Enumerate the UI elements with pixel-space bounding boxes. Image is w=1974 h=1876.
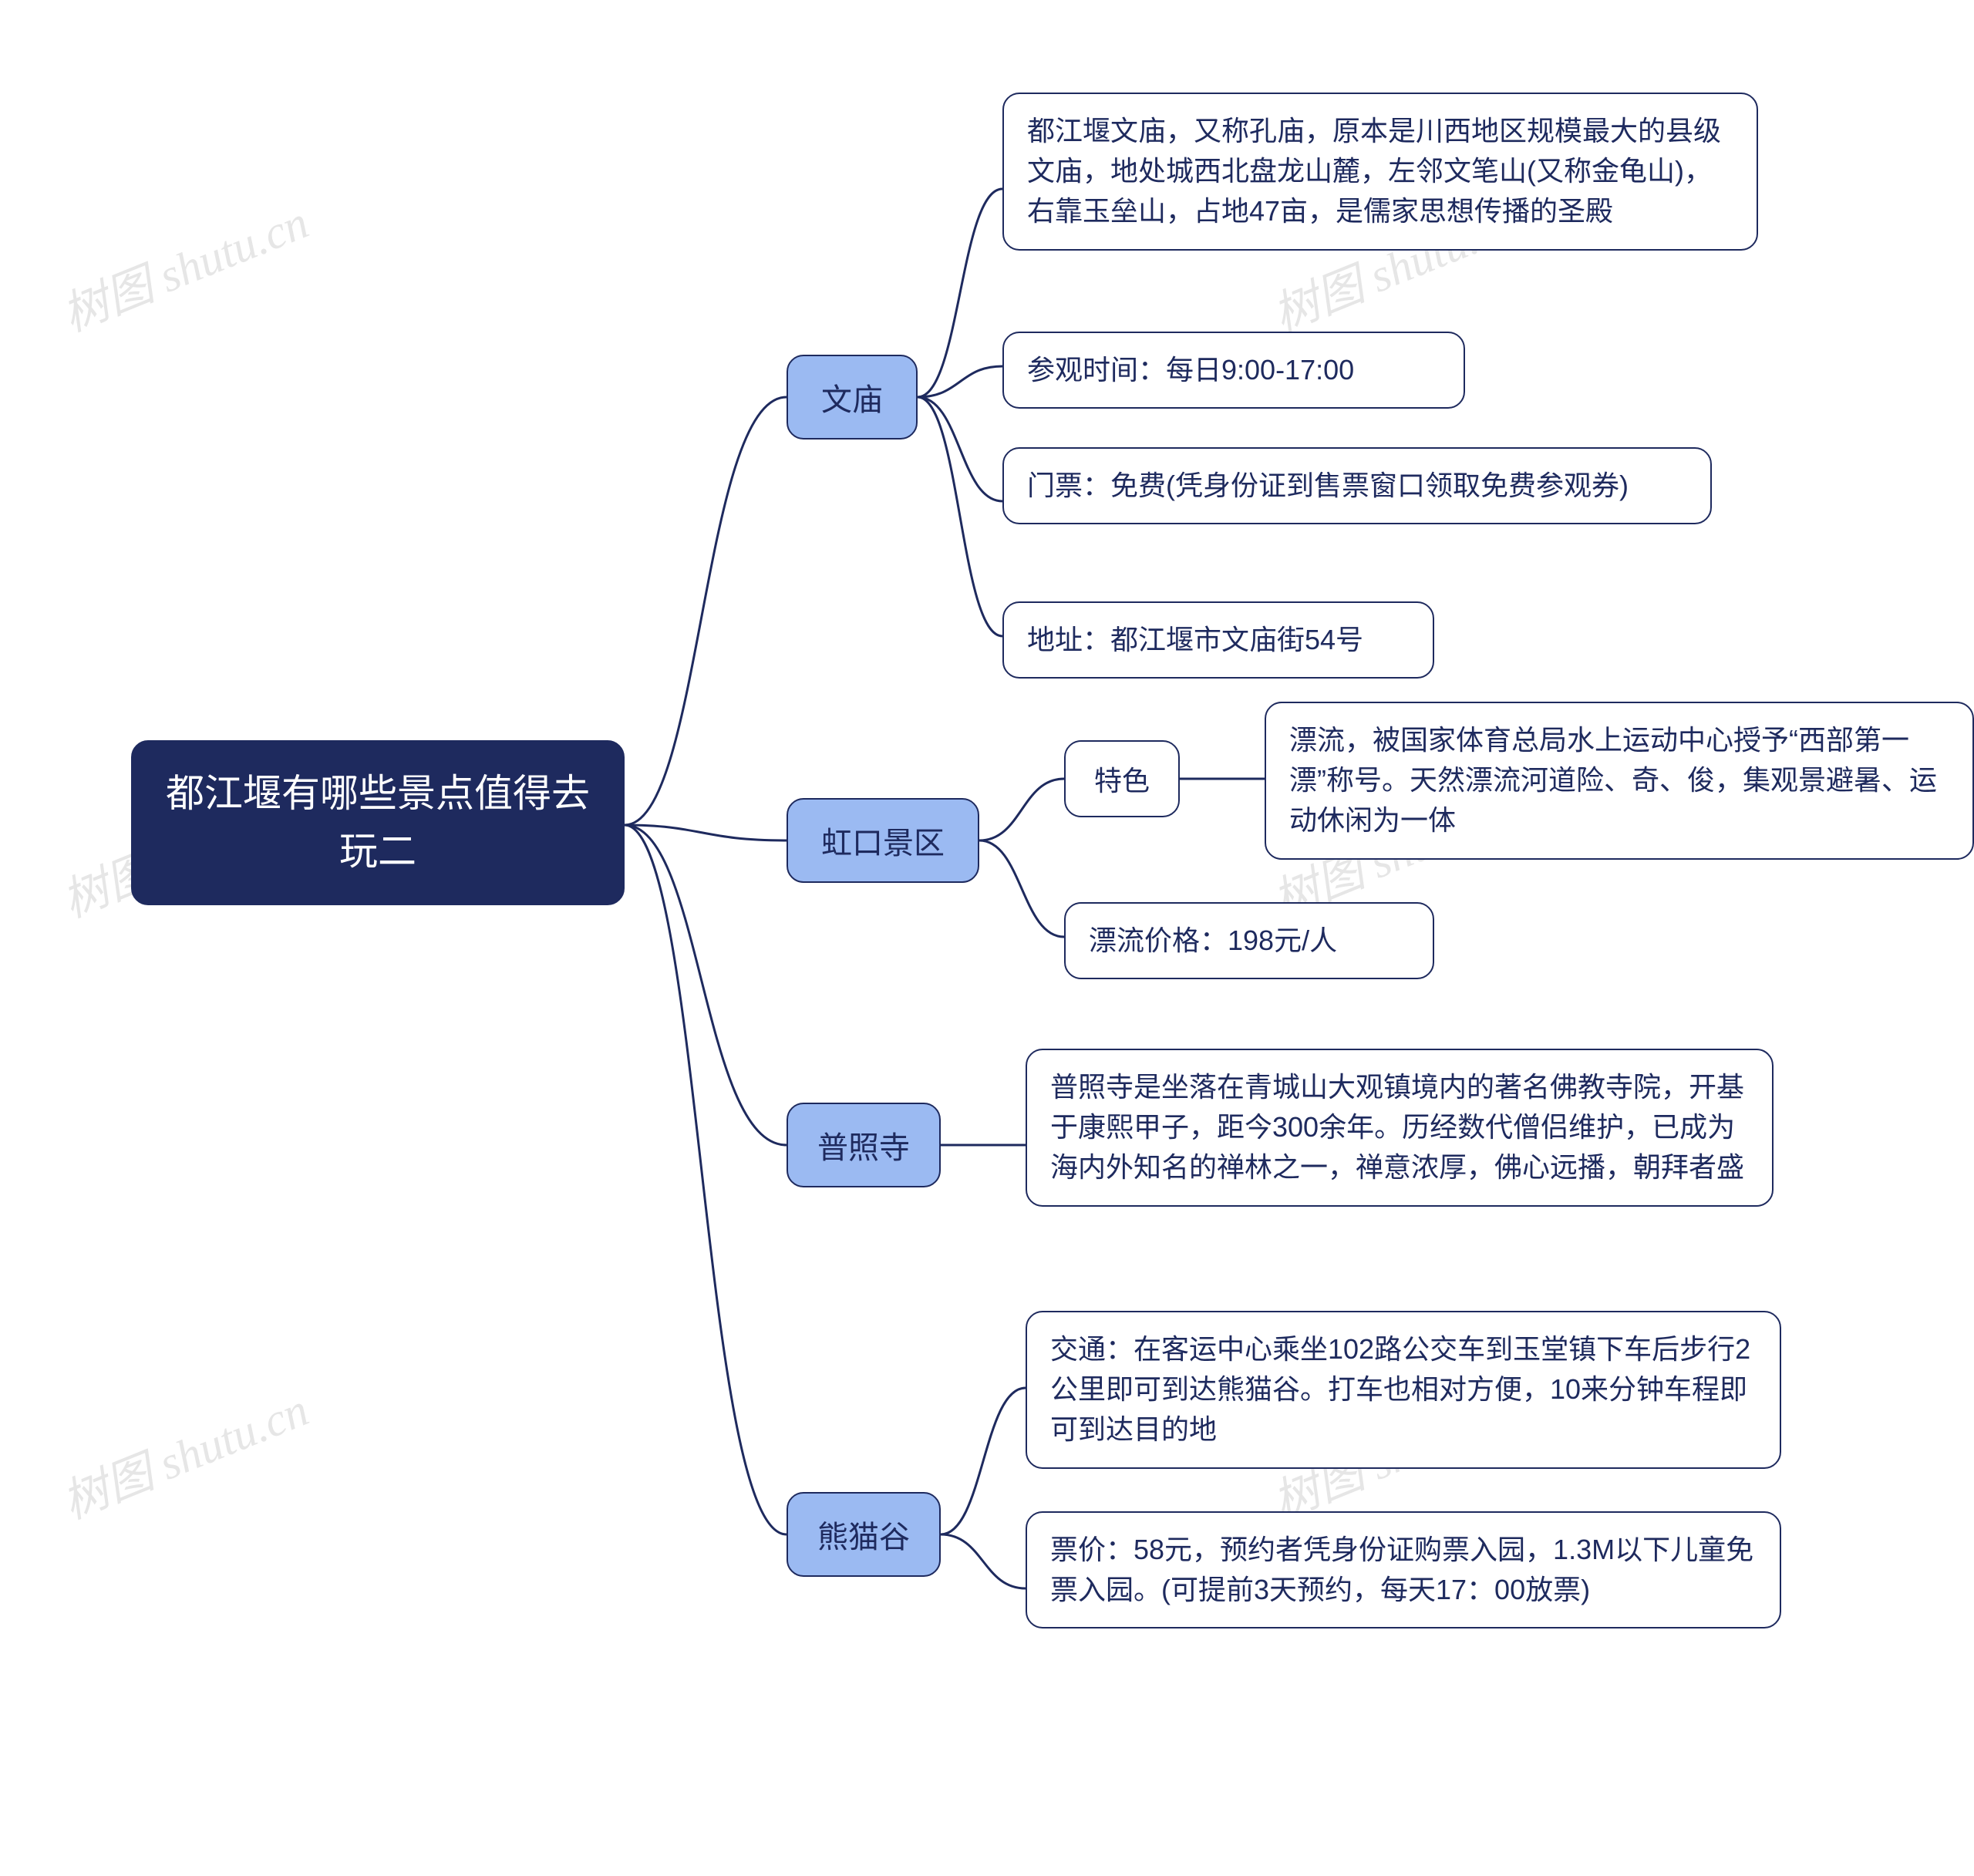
leaf-text: 门票：免费(凭身份证到售票窗口领取免费参观券) xyxy=(1027,466,1687,506)
branch-puzhao[interactable]: 普照寺 xyxy=(787,1103,941,1187)
leaf-text: 漂流价格：198元/人 xyxy=(1089,921,1410,961)
branch-hongkou-tese[interactable]: 特色 xyxy=(1064,740,1180,817)
leaf-text: 参观时间：每日9:00-17:00 xyxy=(1027,350,1440,390)
branch-hongkou[interactable]: 虹口景区 xyxy=(787,798,979,883)
branch-label: 文庙 xyxy=(821,375,883,419)
leaf-puzhao-text[interactable]: 普照寺是坐落在青城山大观镇境内的著名佛教寺院，开基于康熙甲子，距今300余年。历… xyxy=(1026,1049,1774,1207)
watermark: 树图 shutu.cn xyxy=(51,185,317,345)
leaf-hongkou-tese-text[interactable]: 漂流，被国家体育总局水上运动中心授予“西部第一漂”称号。天然漂流河道险、奇、俊，… xyxy=(1265,702,1974,860)
leaf-wenmiao-address[interactable]: 地址：都江堰市文庙街54号 xyxy=(1002,601,1434,679)
branch-label: 普照寺 xyxy=(817,1123,910,1167)
root-label: 都江堰有哪些景点值得去玩二 xyxy=(163,765,592,881)
leaf-text: 普照寺是坐落在青城山大观镇境内的著名佛教寺院，开基于康熙甲子，距今300余年。历… xyxy=(1050,1067,1749,1188)
root-node[interactable]: 都江堰有哪些景点值得去玩二 xyxy=(131,740,625,905)
leaf-wenmiao-desc[interactable]: 都江堰文庙，又称孔庙，原本是川西地区规模最大的县级文庙，地处城西北盘龙山麓，左邻… xyxy=(1002,93,1758,251)
branch-label: 熊猫谷 xyxy=(817,1512,910,1557)
mindmap-canvas: 树图 shutu.cn 树图 shutu.cn 树图 shutu.cn 树图 s… xyxy=(0,0,1974,1876)
leaf-hongkou-price[interactable]: 漂流价格：198元/人 xyxy=(1064,902,1434,979)
branch-xiongmao[interactable]: 熊猫谷 xyxy=(787,1492,941,1577)
leaf-wenmiao-ticket[interactable]: 门票：免费(凭身份证到售票窗口领取免费参观券) xyxy=(1002,447,1712,524)
branch-label: 虹口景区 xyxy=(821,818,945,863)
leaf-text: 都江堰文庙，又称孔庙，原本是川西地区规模最大的县级文庙，地处城西北盘龙山麓，左邻… xyxy=(1027,111,1733,232)
leaf-text: 地址：都江堰市文庙街54号 xyxy=(1027,620,1410,660)
leaf-text: 漂流，被国家体育总局水上运动中心授予“西部第一漂”称号。天然漂流河道险、奇、俊，… xyxy=(1289,720,1949,841)
branch-wenmiao[interactable]: 文庙 xyxy=(787,355,918,440)
leaf-text: 票价：58元，预约者凭身份证购票入园，1.3M以下儿童免票入园。(可提前3天预约… xyxy=(1050,1530,1757,1610)
leaf-xiongmao-transport[interactable]: 交通：在客运中心乘坐102路公交车到玉堂镇下车后步行2公里即可到达熊猫谷。打车也… xyxy=(1026,1311,1781,1469)
leaf-xiongmao-ticket[interactable]: 票价：58元，预约者凭身份证购票入园，1.3M以下儿童免票入园。(可提前3天预约… xyxy=(1026,1511,1781,1628)
leaf-text: 交通：在客运中心乘坐102路公交车到玉堂镇下车后步行2公里即可到达熊猫谷。打车也… xyxy=(1050,1329,1757,1450)
branch-label: 特色 xyxy=(1094,759,1150,799)
leaf-wenmiao-hours[interactable]: 参观时间：每日9:00-17:00 xyxy=(1002,332,1465,409)
watermark: 树图 shutu.cn xyxy=(51,1372,317,1532)
